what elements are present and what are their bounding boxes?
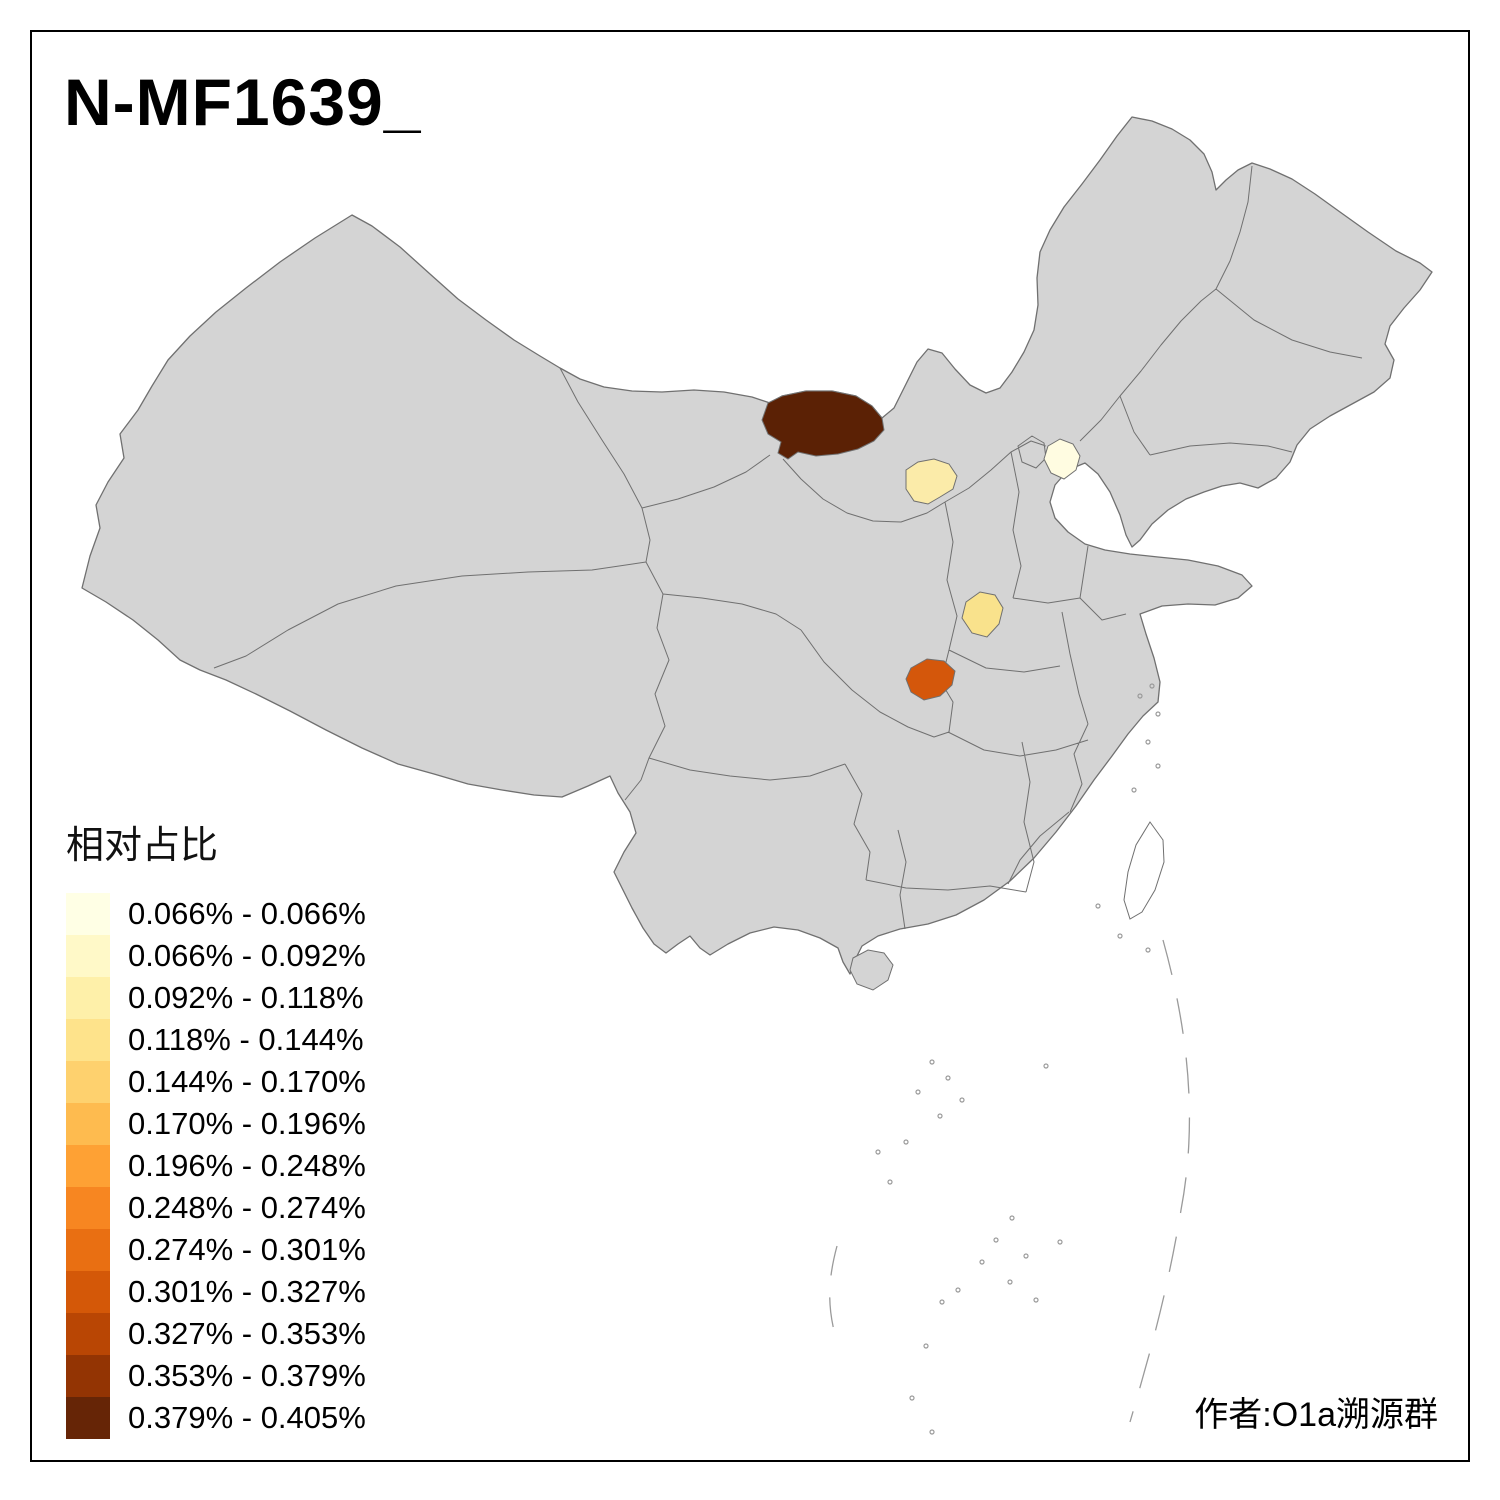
sea-boundary-line-west: [829, 1245, 840, 1349]
legend-items: 0.066% - 0.066% 0.066% - 0.092% 0.092% -…: [66, 893, 366, 1439]
legend-label: 0.066% - 0.066%: [128, 896, 366, 931]
china-outline: [81, 116, 1433, 975]
legend-row: 0.118% - 0.144%: [66, 1019, 366, 1061]
legend-swatch: [66, 1313, 110, 1355]
legend-label: 0.092% - 0.118%: [128, 980, 364, 1015]
legend-row: 0.301% - 0.327%: [66, 1271, 366, 1313]
legend-label: 0.353% - 0.379%: [128, 1358, 366, 1393]
hainan-island: [849, 949, 894, 991]
figure-title: N-MF1639_: [64, 65, 422, 139]
legend-row: 0.170% - 0.196%: [66, 1103, 366, 1145]
legend-swatch: [66, 1397, 110, 1439]
legend-swatch: [66, 1103, 110, 1145]
legend-swatch: [66, 1061, 110, 1103]
highlight-region-ningxia: [905, 458, 958, 505]
legend-label: 0.327% - 0.353%: [128, 1316, 366, 1351]
legend-row: 0.066% - 0.092%: [66, 935, 366, 977]
legend-row: 0.248% - 0.274%: [66, 1187, 366, 1229]
author-credit: 作者:O1a溯源群: [1194, 1396, 1438, 1434]
legend-swatch: [66, 1019, 110, 1061]
highlight-region-inner-mongolia: [761, 390, 885, 460]
legend-swatch: [66, 1145, 110, 1187]
highlight-region-bohai-coast: [1043, 438, 1081, 480]
legend-label: 0.066% - 0.092%: [128, 938, 366, 973]
legend-title: 相对占比: [66, 825, 219, 867]
sea-islands: [875, 683, 1161, 1435]
legend-row: 0.353% - 0.379%: [66, 1355, 366, 1397]
legend-label: 0.274% - 0.301%: [128, 1232, 366, 1267]
legend: 相对占比 0.066% - 0.066% 0.066% - 0.092% 0.0…: [66, 814, 366, 1439]
taiwan-island: [1123, 821, 1165, 920]
legend-swatch: [66, 935, 110, 977]
legend-label: 0.379% - 0.405%: [128, 1400, 366, 1435]
legend-row: 0.327% - 0.353%: [66, 1313, 366, 1355]
legend-label: 0.118% - 0.144%: [128, 1022, 364, 1057]
province-borders: [213, 165, 1363, 930]
legend-row: 0.274% - 0.301%: [66, 1229, 366, 1271]
highlight-region-shaanxi-south: [905, 658, 956, 701]
legend-label: 0.196% - 0.248%: [128, 1148, 366, 1183]
legend-swatch: [66, 893, 110, 935]
legend-row: 0.066% - 0.066%: [66, 893, 366, 935]
legend-label: 0.170% - 0.196%: [128, 1106, 366, 1141]
legend-row: 0.379% - 0.405%: [66, 1397, 366, 1439]
legend-label: 0.248% - 0.274%: [128, 1190, 366, 1225]
legend-label: 0.301% - 0.327%: [128, 1274, 366, 1309]
legend-swatch: [66, 1355, 110, 1397]
legend-label: 0.144% - 0.170%: [128, 1064, 366, 1099]
legend-row: 0.144% - 0.170%: [66, 1061, 366, 1103]
legend-row: 0.092% - 0.118%: [66, 977, 366, 1019]
legend-swatch: [66, 1271, 110, 1313]
legend-swatch: [66, 1229, 110, 1271]
sea-boundary-line: [1129, 939, 1191, 1423]
legend-swatch: [66, 977, 110, 1019]
legend-row: 0.196% - 0.248%: [66, 1145, 366, 1187]
legend-swatch: [66, 1187, 110, 1229]
highlight-region-henan: [961, 591, 1004, 638]
